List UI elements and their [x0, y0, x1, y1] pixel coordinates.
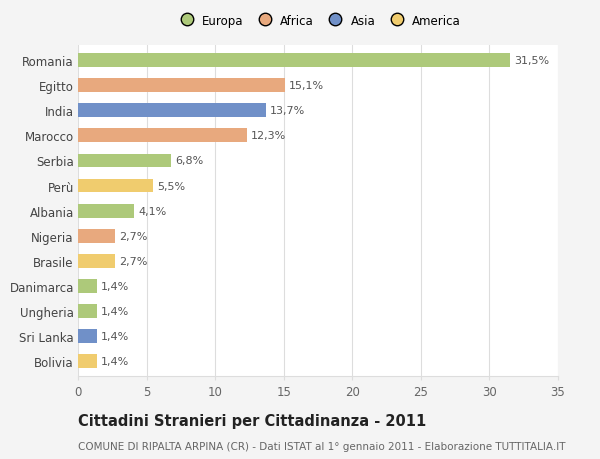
- Bar: [78, 280, 97, 293]
- Bar: [78, 204, 134, 218]
- Bar: [78, 304, 97, 318]
- Text: COMUNE DI RIPALTA ARPINA (CR) - Dati ISTAT al 1° gennaio 2011 - Elaborazione TUT: COMUNE DI RIPALTA ARPINA (CR) - Dati IST…: [78, 441, 566, 451]
- Legend: Europa, Africa, Asia, America: Europa, Africa, Asia, America: [173, 12, 463, 30]
- Bar: [78, 129, 247, 143]
- Bar: [78, 330, 97, 343]
- Bar: [78, 54, 510, 68]
- Text: 1,4%: 1,4%: [101, 331, 130, 341]
- Text: 31,5%: 31,5%: [514, 56, 549, 66]
- Text: 1,4%: 1,4%: [101, 281, 130, 291]
- Bar: [78, 230, 115, 243]
- Text: 2,7%: 2,7%: [119, 256, 148, 266]
- Text: 13,7%: 13,7%: [270, 106, 305, 116]
- Bar: [78, 254, 115, 268]
- Text: 4,1%: 4,1%: [139, 206, 167, 216]
- Bar: [78, 79, 285, 93]
- Bar: [78, 104, 266, 118]
- Bar: [78, 354, 97, 368]
- Text: 12,3%: 12,3%: [251, 131, 286, 141]
- Bar: [78, 154, 171, 168]
- Text: 1,4%: 1,4%: [101, 306, 130, 316]
- Text: 2,7%: 2,7%: [119, 231, 148, 241]
- Bar: [78, 179, 154, 193]
- Text: 15,1%: 15,1%: [289, 81, 325, 91]
- Text: 1,4%: 1,4%: [101, 356, 130, 366]
- Text: 5,5%: 5,5%: [158, 181, 185, 191]
- Text: Cittadini Stranieri per Cittadinanza - 2011: Cittadini Stranieri per Cittadinanza - 2…: [78, 413, 426, 428]
- Text: 6,8%: 6,8%: [175, 156, 203, 166]
